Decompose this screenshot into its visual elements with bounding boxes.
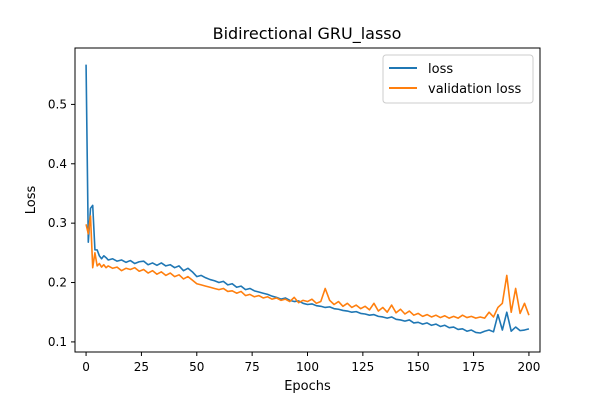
- x-tick-label: 200: [517, 360, 540, 374]
- y-tick-label: 0.5: [48, 97, 67, 111]
- legend-label-loss: loss: [428, 62, 453, 77]
- legend: loss validation loss: [382, 54, 534, 104]
- x-tick-label: 50: [189, 360, 204, 374]
- y-tick-label: 0.3: [48, 216, 67, 230]
- x-tick-label: 75: [245, 360, 260, 374]
- y-axis-label: Loss: [24, 186, 39, 215]
- chart-title: Bidirectional GRU_lasso: [213, 24, 402, 44]
- legend-label-validation-loss: validation loss: [428, 82, 521, 97]
- y-tick-label: 0.4: [48, 157, 67, 171]
- y-tick-label: 0.2: [48, 276, 67, 290]
- legend-box: [382, 54, 534, 104]
- y-tick-label: 0.1: [48, 335, 67, 349]
- series-line-validation-loss: [85, 215, 530, 319]
- x-tick-label: 25: [134, 360, 149, 374]
- x-tick-label: 125: [351, 360, 374, 374]
- x-axis-label: Epochs: [284, 379, 331, 394]
- x-tick-label: 100: [296, 360, 319, 374]
- x-tick-label: 150: [407, 360, 430, 374]
- x-tick-label: 0: [82, 360, 90, 374]
- x-tick-label: 175: [462, 360, 485, 374]
